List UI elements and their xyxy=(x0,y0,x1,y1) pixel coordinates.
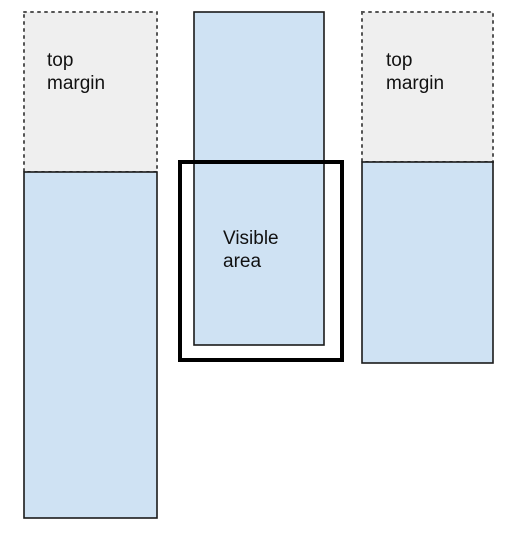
right-top-margin-label: top margin xyxy=(386,50,445,94)
visible-area-label: Visible area xyxy=(223,228,279,272)
visible-area-frame xyxy=(178,160,344,362)
right-content-box xyxy=(361,161,494,364)
left-content-box xyxy=(23,171,158,519)
left-top-margin-box xyxy=(23,11,158,173)
middle-content-box xyxy=(193,11,325,346)
left-top-margin-label: top margin xyxy=(47,50,106,94)
right-top-margin-box xyxy=(361,11,494,163)
